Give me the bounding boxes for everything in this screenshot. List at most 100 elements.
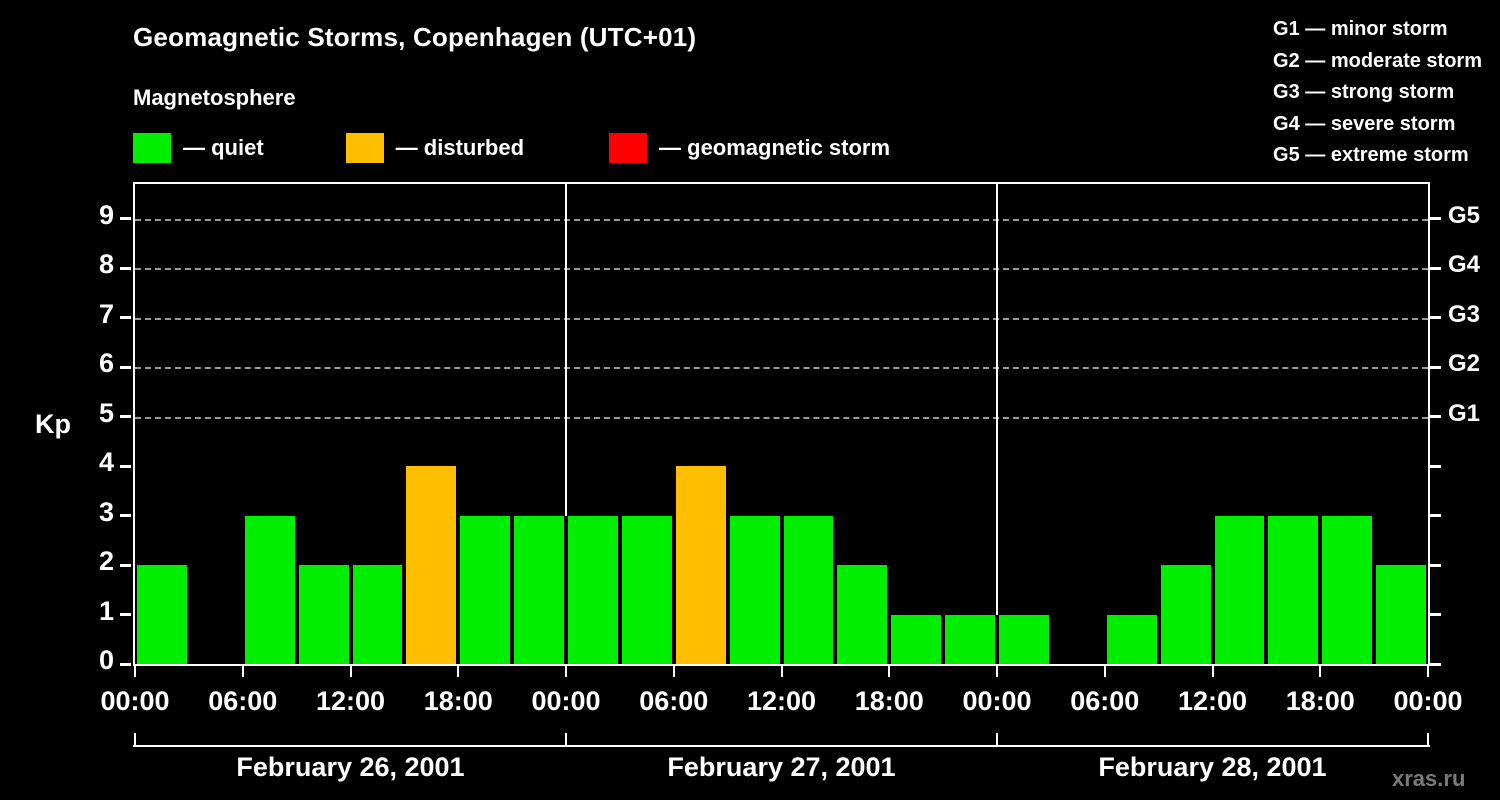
gridline-kp-6: [135, 367, 1428, 370]
legend: — quiet — disturbed — geomagnetic storm: [133, 133, 890, 163]
x-tick-label: 00:00: [531, 686, 601, 716]
x-tick-label: 12:00: [746, 686, 817, 716]
x-tick: [672, 666, 675, 677]
y-tick-label: 1: [98, 595, 114, 626]
y-tick-label: 5: [98, 397, 114, 428]
x-tick: [134, 666, 136, 677]
y-tick-label: 7: [98, 298, 114, 329]
gscale-row-g5: G5 — extreme storm: [1273, 144, 1469, 166]
x-tick: [457, 666, 460, 677]
day-label: February 27, 2001: [667, 752, 896, 782]
y-tick: [120, 365, 131, 369]
watermark: xras.ru: [1392, 766, 1466, 791]
y-tick-label: 2: [98, 546, 114, 577]
bar: [1268, 515, 1319, 664]
x-tick-label: 00:00: [962, 686, 1032, 716]
bar: [568, 515, 618, 664]
bar: [837, 565, 888, 664]
day-divider: [996, 184, 998, 615]
bar: [1106, 614, 1157, 664]
g-scale-tick-label-g2: G2: [1448, 350, 1481, 378]
x-tick: [565, 666, 567, 677]
bar: [1322, 515, 1373, 664]
y-tick-label: 9: [98, 199, 114, 230]
gscale-row-g4: G4 — severe storm: [1273, 112, 1456, 135]
bar: [514, 515, 564, 664]
y-tick: [120, 563, 131, 567]
chart-canvas: [135, 184, 1428, 664]
legend-item-storm: — geomagnetic storm: [609, 133, 890, 163]
bar: [621, 515, 672, 664]
x-tick: [1103, 666, 1106, 677]
y-tick-label: 0: [98, 645, 114, 675]
x-tick-label: 18:00: [1285, 686, 1355, 716]
right-axis-tick: [1430, 365, 1441, 369]
day-axis-tick: [1427, 733, 1429, 747]
bar: [460, 515, 511, 664]
legend-swatch-quiet: [133, 133, 171, 163]
gscale-legend: G1 — minor storm G2 — moderate storm G3 …: [1273, 14, 1482, 172]
y-tick-label: 4: [98, 447, 114, 478]
x-tick: [1211, 666, 1214, 677]
x-tick: [1319, 666, 1322, 677]
chart-plot-area: [133, 182, 1430, 666]
bar: [891, 614, 942, 664]
x-tick-label: 12:00: [315, 686, 386, 716]
gridline-kp-9: [135, 218, 1428, 221]
y-tick-label: 3: [98, 496, 114, 527]
gscale-row-g1: G1 — minor storm: [1273, 18, 1448, 40]
bar: [1214, 515, 1265, 664]
right-axis-tick: [1430, 662, 1441, 666]
x-tick: [888, 666, 891, 677]
bar: [1160, 565, 1211, 664]
x-tick-label: 00:00: [100, 686, 170, 716]
right-axis-tick: [1430, 217, 1441, 221]
y-tick: [120, 613, 131, 616]
y-tick: [120, 316, 131, 320]
legend-label-quiet: — quiet: [183, 135, 264, 160]
legend-label-storm: — geomagnetic storm: [659, 135, 891, 160]
y-tick-label: 8: [98, 249, 114, 280]
x-tick: [349, 666, 352, 677]
g-scale-tick-label-g3: G3: [1448, 300, 1481, 328]
y-tick: [120, 266, 131, 270]
right-axis-tick: [1430, 415, 1441, 419]
legend-label-disturbed: — disturbed: [395, 135, 525, 160]
day-label: February 26, 2001: [236, 752, 465, 782]
g-scale-tick-label-g4: G4: [1448, 251, 1481, 279]
bar: [406, 466, 457, 664]
bar: [298, 565, 349, 664]
right-axis-tick: [1430, 464, 1441, 468]
gscale-row-g3: G3 — strong storm: [1273, 81, 1455, 103]
y-axis-title: Kp: [35, 409, 71, 439]
y-tick-label: 6: [98, 348, 114, 379]
gscale-row-g2: G2 — moderate storm: [1273, 49, 1482, 72]
x-tick-label: 06:00: [1070, 686, 1140, 716]
bar: [352, 565, 403, 664]
x-tick-label: 06:00: [208, 686, 278, 716]
bar: [244, 515, 295, 664]
bar: [1376, 565, 1426, 664]
bar: [783, 515, 834, 664]
legend-item-quiet: — quiet: [133, 133, 264, 163]
x-tick-label: 18:00: [423, 686, 493, 716]
x-tick-label: 18:00: [854, 686, 924, 716]
right-axis-tick: [1430, 514, 1441, 518]
right-axis-tick: [1430, 316, 1441, 320]
x-tick: [996, 666, 998, 677]
day-axis-tick: [565, 733, 567, 747]
page-title: Geomagnetic Storms, Copenhagen (UTC+01): [133, 22, 697, 52]
gridline-kp-8: [135, 268, 1428, 271]
y-tick: [120, 415, 131, 419]
bar: [945, 614, 995, 664]
gridline-kp-5: [135, 416, 1428, 419]
right-axis-tick: [1430, 266, 1441, 270]
g-scale-tick-label-g5: G5: [1448, 201, 1481, 229]
day-axis-tick: [134, 733, 136, 747]
day-label: February 28, 2001: [1098, 752, 1327, 782]
day-axis-rule: [133, 745, 1430, 747]
bar: [729, 515, 780, 664]
legend-item-disturbed: — disturbed: [345, 133, 525, 163]
legend-swatch-disturbed: [345, 133, 384, 163]
g-scale-tick-label-g1: G1: [1448, 399, 1481, 427]
